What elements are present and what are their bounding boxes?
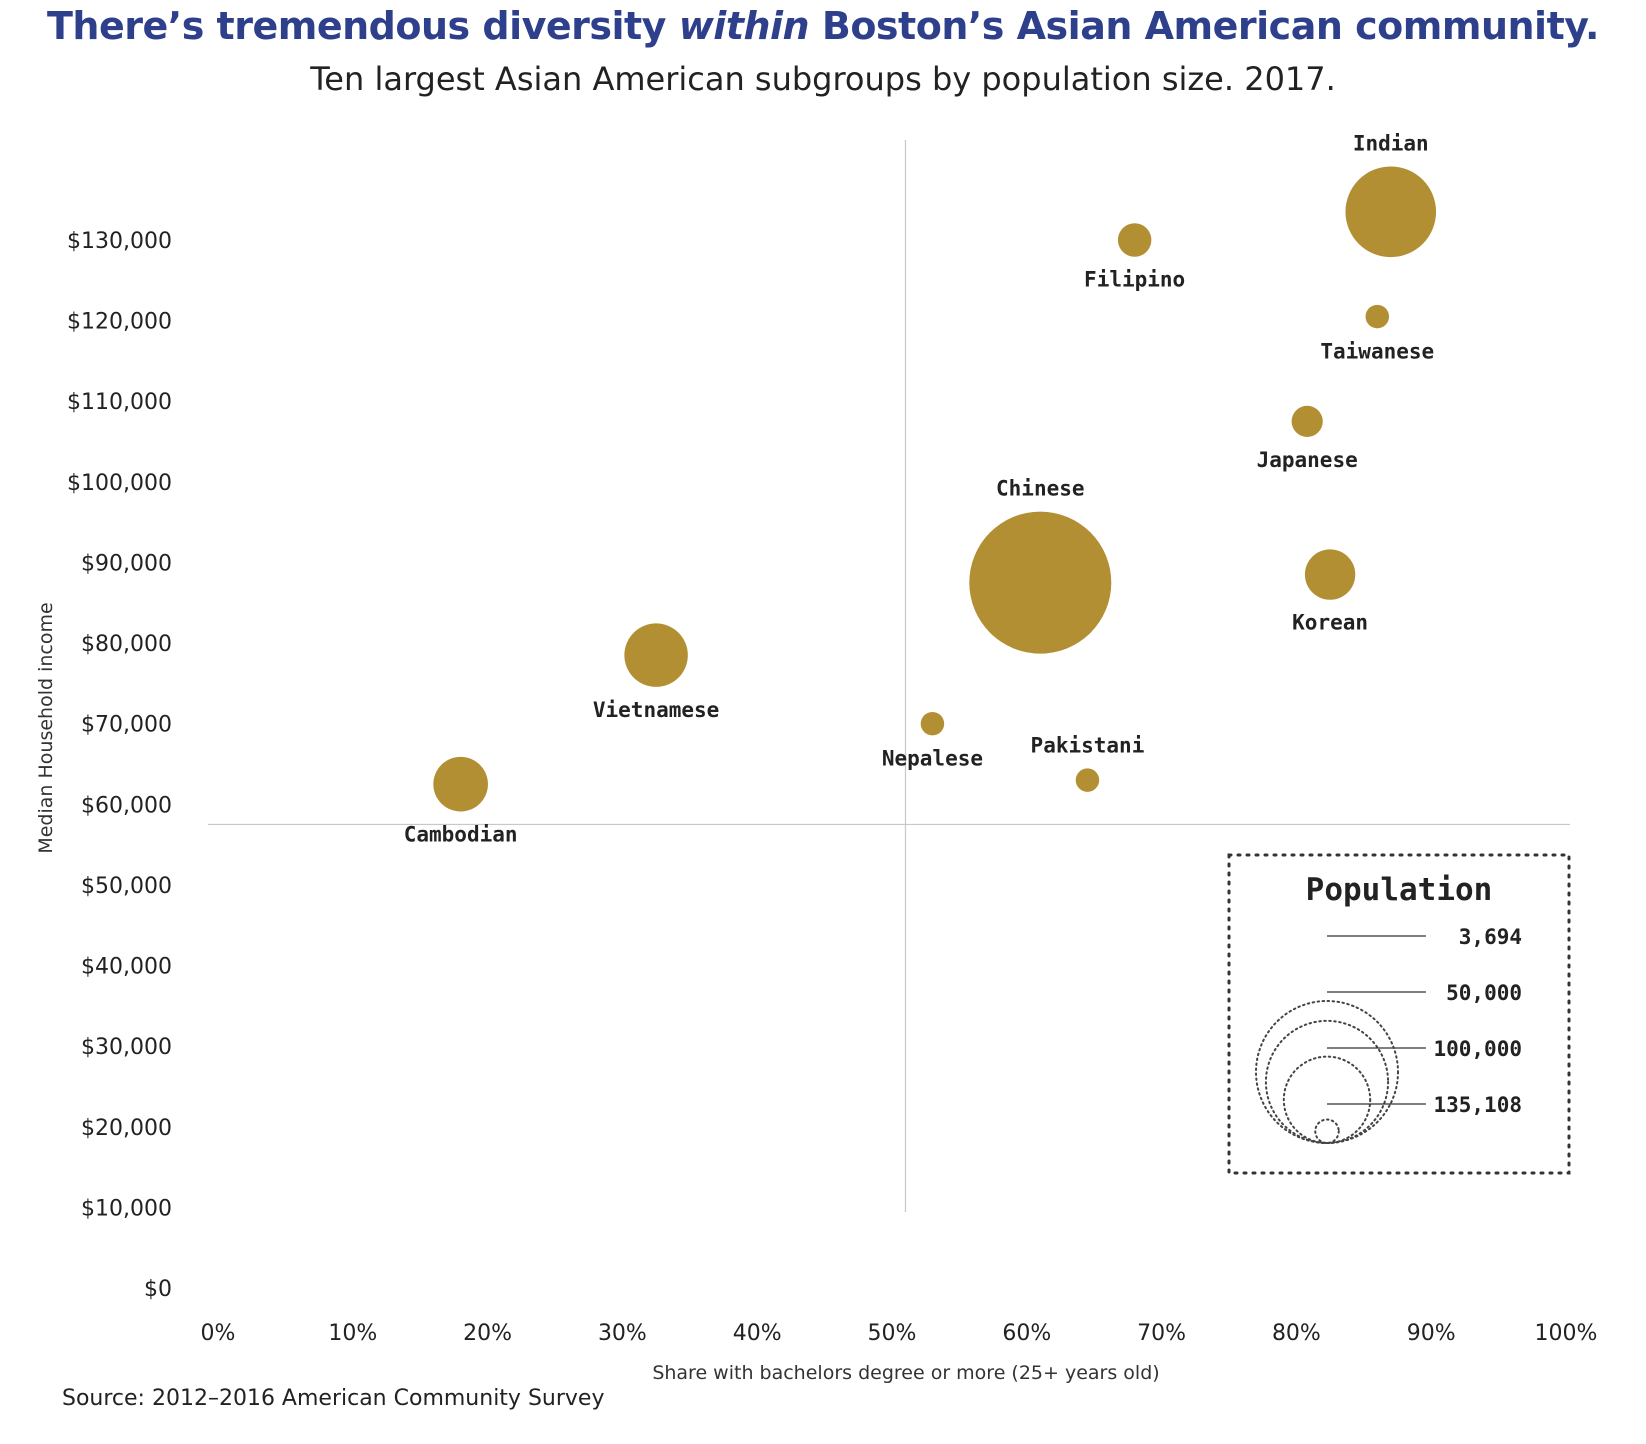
- x-tick-label: 40%: [733, 1321, 782, 1346]
- y-tick-label: $20,000: [81, 1116, 172, 1141]
- bubble-label-indian: Indian: [1353, 131, 1429, 155]
- chart-subtitle: Ten largest Asian American subgroups by …: [310, 60, 1336, 98]
- legend-circle: [1255, 1000, 1399, 1144]
- title-italic: within: [678, 4, 810, 48]
- bubble-korean: [1304, 549, 1356, 600]
- y-tick-label: $30,000: [81, 1035, 172, 1060]
- y-tick-label: $60,000: [81, 793, 172, 818]
- x-axis-title: Share with bachelors degree or more (25+…: [652, 1362, 1159, 1384]
- bubble-japanese: [1291, 405, 1323, 437]
- bubble-label-chinese: Chinese: [996, 477, 1085, 501]
- legend-circle: [1282, 1055, 1372, 1145]
- bubble-label-filipino: Filipino: [1084, 268, 1185, 292]
- legend-title: Population: [1306, 872, 1493, 908]
- y-tick-label: $80,000: [81, 632, 172, 657]
- x-tick-label: 60%: [1002, 1321, 1051, 1346]
- x-tick-label: 90%: [1407, 1321, 1456, 1346]
- legend-frame: [1227, 853, 1571, 1175]
- y-tick-label: $70,000: [81, 713, 172, 738]
- x-tick-label: 70%: [1137, 1321, 1186, 1346]
- y-tick-label: $90,000: [81, 551, 172, 576]
- y-axis-ticks: $0 $10,000 $20,000 $30,000 $40,000 $50,000 $60…: [67, 229, 172, 1302]
- x-tick-label: 0%: [201, 1321, 236, 1346]
- legend-circle: [1314, 1118, 1340, 1144]
- size-legend: Population 3,694 50,000 100,000 135,108: [1227, 853, 1571, 1175]
- y-axis-title: Median Household income: [35, 602, 57, 853]
- bubble-vietnamese: [624, 623, 688, 687]
- bubble-label-pakistani: Pakistani: [1031, 733, 1145, 757]
- y-tick-label: $0: [144, 1277, 172, 1302]
- x-tick-label: 30%: [598, 1321, 647, 1346]
- bubble-label-cambodian: Cambodian: [404, 822, 518, 846]
- bubble-label-japanese: Japanese: [1257, 448, 1358, 472]
- bubble-pakistani: [1075, 768, 1100, 792]
- title-part1: There’s tremendous diversity: [47, 4, 679, 48]
- bubble-labels: Indian Filipino Taiwanese Japanese Chinese Ko…: [404, 131, 1434, 846]
- title-part2: Boston’s Asian American community.: [809, 4, 1600, 48]
- bubble-cambodian: [433, 756, 488, 812]
- y-tick-label: $40,000: [81, 955, 172, 980]
- y-tick-label: $50,000: [81, 874, 172, 899]
- bubble-nepalese: [920, 711, 945, 736]
- x-tick-label: 100%: [1535, 1321, 1598, 1346]
- x-tick-label: 80%: [1272, 1321, 1321, 1346]
- legend-value-label: 100,000: [1433, 1037, 1522, 1061]
- bubble-label-taiwanese: Taiwanese: [1320, 339, 1434, 363]
- y-tick-label: $10,000: [81, 1196, 172, 1221]
- bubble-indian: [1345, 166, 1437, 258]
- bubbles: [433, 166, 1437, 812]
- bubble-filipino: [1117, 223, 1152, 257]
- y-tick-label: $120,000: [67, 310, 172, 335]
- y-tick-label: $130,000: [67, 229, 172, 254]
- bubble-label-nepalese: Nepalese: [882, 746, 983, 770]
- x-tick-label: 20%: [463, 1321, 512, 1346]
- source-note: Source: 2012–2016 American Community Sur…: [62, 1386, 605, 1411]
- chart-title: There’s tremendous diversity within Bost…: [0, 4, 1646, 48]
- bubble-chinese: [969, 511, 1112, 654]
- x-tick-label: 10%: [328, 1321, 377, 1346]
- legend-circle: [1264, 1019, 1390, 1144]
- y-tick-label: $100,000: [67, 471, 172, 496]
- legend-value-label: 50,000: [1446, 981, 1522, 1005]
- y-tick-label: $110,000: [67, 390, 172, 415]
- bubble-taiwanese: [1365, 304, 1390, 329]
- x-tick-label: 50%: [868, 1321, 917, 1346]
- bubble-label-vietnamese: Vietnamese: [593, 698, 719, 722]
- x-axis-ticks: 0% 10% 20% 30% 40% 50% 60% 70% 80% 90% 100%: [201, 1321, 1598, 1346]
- bubble-label-korean: Korean: [1292, 611, 1368, 635]
- legend-value-label: 3,694: [1459, 925, 1522, 949]
- legend-value-label: 135,108: [1433, 1093, 1522, 1117]
- reference-lines: [208, 140, 1570, 1212]
